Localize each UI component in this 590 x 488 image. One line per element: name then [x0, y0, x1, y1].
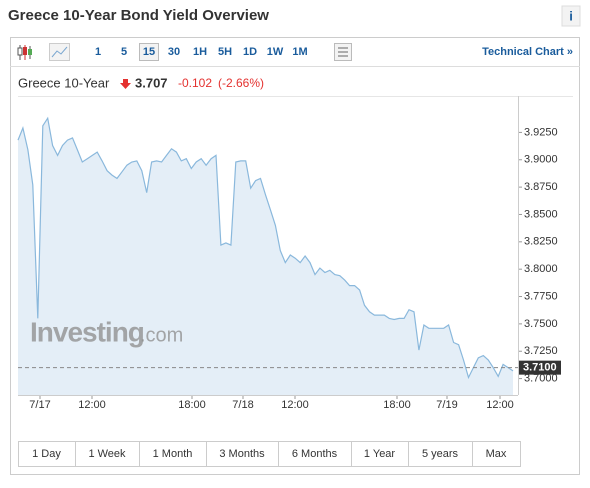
current-price-label: 3.7100 [523, 362, 557, 374]
range-label[interactable]: 6 Months [292, 448, 338, 460]
down-arrow [120, 79, 131, 89]
x-tick-label: 7/18 [232, 399, 253, 411]
watermark-suffix: .com [140, 324, 183, 346]
interval-selected[interactable] [139, 43, 159, 61]
info-button[interactable] [561, 5, 581, 27]
interval-button[interactable]: 1D [243, 46, 257, 58]
quote-price: 3.707 [135, 75, 168, 90]
x-tick-label: 7/17 [29, 399, 50, 411]
quote-change: -0.102 [178, 76, 212, 90]
range-button[interactable] [278, 441, 352, 467]
y-tick-label: 3.9250 [524, 126, 558, 138]
y-tick-label: 3.7500 [524, 318, 558, 330]
range-button[interactable] [18, 441, 76, 467]
interval-button[interactable]: 5 [121, 46, 127, 58]
range-buttons: 1 Day 1 Week 1 Month 3 Months 6 Months 1 Year… [18, 441, 521, 467]
x-tick-label: 12:00 [486, 399, 514, 411]
watermark-brand: Investing [30, 316, 144, 347]
range-button[interactable] [139, 441, 207, 467]
range-label[interactable]: 1 Month [153, 448, 193, 460]
y-tick-label: 3.9000 [524, 154, 558, 166]
x-tick-label: 18:00 [178, 399, 206, 411]
interval-button[interactable]: 1M [292, 46, 307, 58]
price-line [17, 116, 514, 380]
current-price-box [519, 360, 561, 375]
candle-icon[interactable] [17, 45, 32, 60]
interval-button[interactable]: 1 [95, 46, 101, 58]
range-label[interactable]: 1 Year [364, 448, 396, 460]
range-label[interactable]: 1 Week [88, 448, 126, 460]
area-fill [18, 118, 513, 395]
range-label[interactable]: Max [486, 448, 507, 460]
range-label[interactable]: 3 Months [219, 448, 265, 460]
technical-chart-link[interactable]: Technical Chart » [482, 46, 573, 58]
widget-title: Greece 10-Year Bond Yield Overview [8, 7, 269, 24]
interval-button[interactable]: 30 [168, 46, 180, 58]
y-tick-label: 3.8500 [524, 208, 558, 220]
y-tick-label: 3.8750 [524, 181, 558, 193]
info-icon[interactable]: i [569, 8, 573, 23]
y-tick-label: 3.7750 [524, 290, 558, 302]
range-label[interactable]: 5 years [422, 448, 459, 460]
quote-name: Greece 10-Year [18, 75, 110, 90]
range-label[interactable]: 1 Day [32, 448, 61, 460]
area-icon[interactable] [49, 43, 70, 61]
range-button[interactable] [75, 441, 140, 467]
y-tick-label: 3.7250 [524, 345, 558, 357]
x-tick-label: 12:00 [281, 399, 309, 411]
plot: 3.7000 3.7250 3.7500 3.7750 3.8000 3.8250 3.85… [17, 96, 561, 411]
range-button[interactable] [472, 441, 521, 467]
y-tick-label: 3.7000 [524, 372, 558, 384]
range-button[interactable] [206, 441, 279, 467]
y-tick-label: 3.8000 [524, 263, 558, 275]
range-button[interactable] [408, 441, 473, 467]
area-icon-line [51, 46, 68, 58]
x-tick-label: 7/19 [436, 399, 457, 411]
x-tick-label: 12:00 [78, 399, 106, 411]
x-tick-label: 18:00 [383, 399, 411, 411]
interval-button[interactable]: 5H [218, 46, 232, 58]
y-tick-label: 3.8250 [524, 236, 558, 248]
interval-button[interactable]: 1W [267, 46, 284, 58]
interval-button[interactable]: 1H [193, 46, 207, 58]
quote-change-pct: (-2.66%) [218, 76, 264, 90]
interval-button[interactable]: 15 [143, 46, 155, 58]
